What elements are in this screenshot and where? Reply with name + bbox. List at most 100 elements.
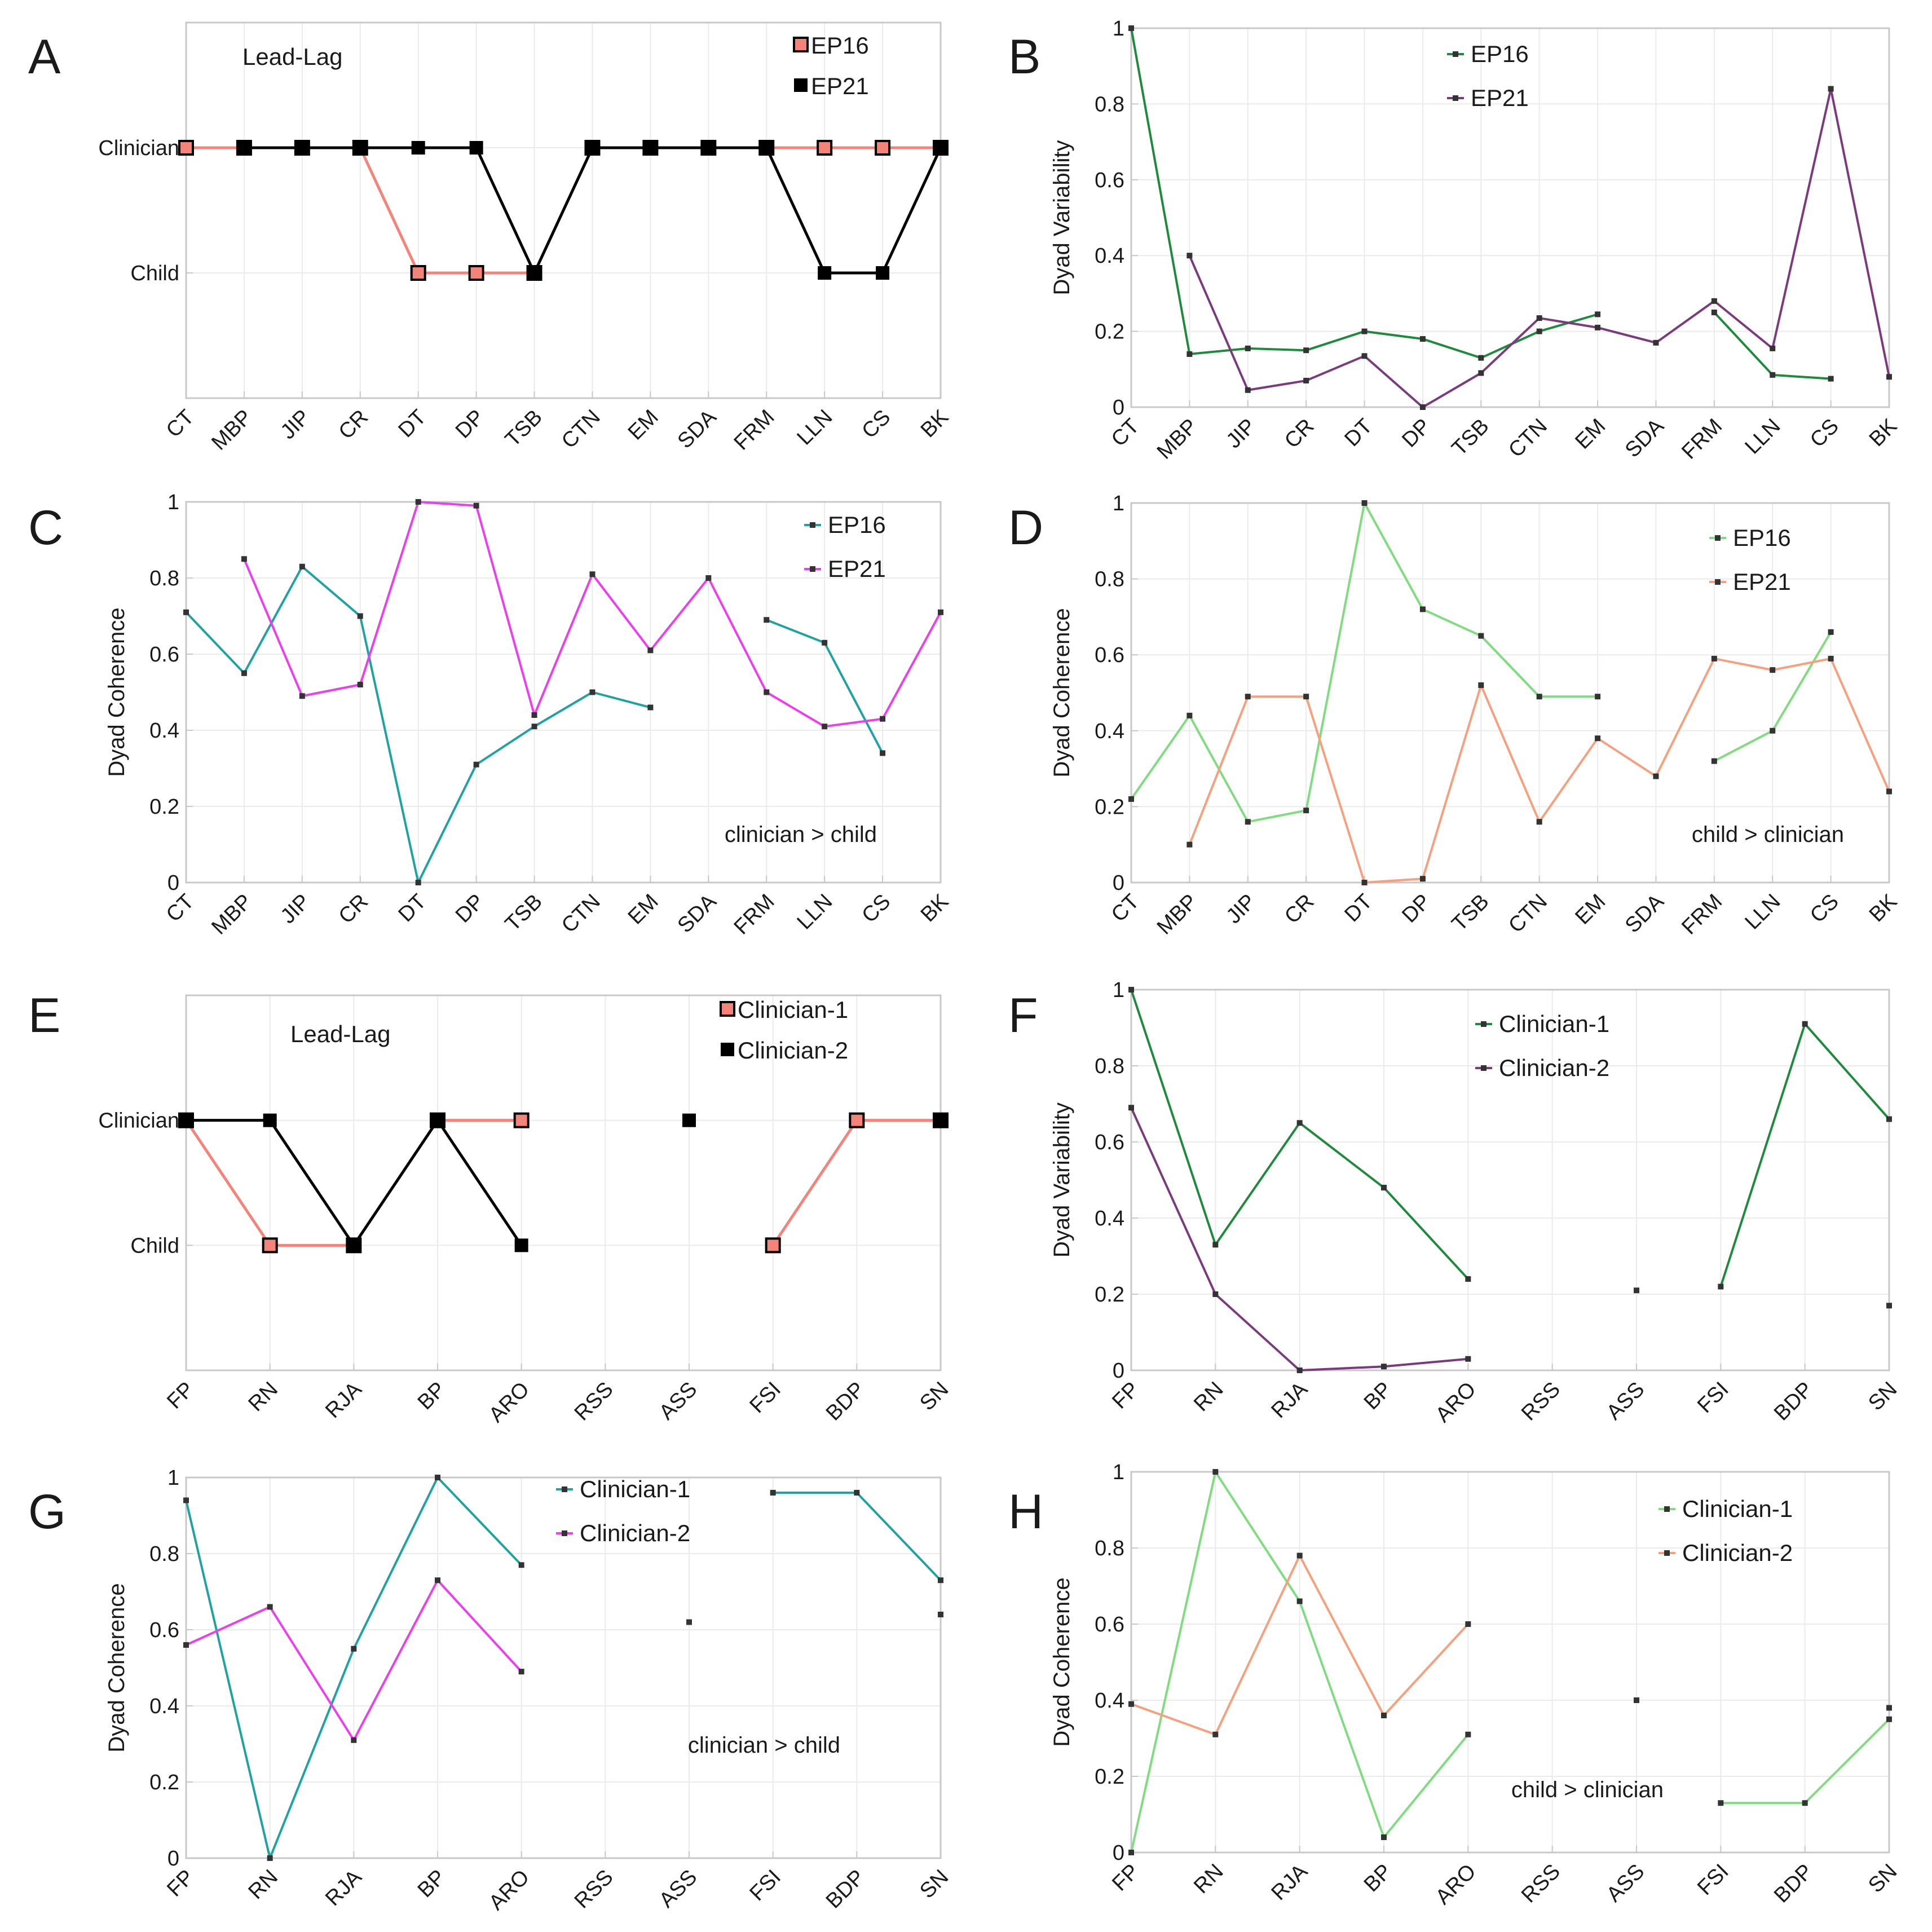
x-tick-label: RSS — [570, 1865, 618, 1913]
x-tick-label: MBP — [207, 405, 257, 455]
x-tick-label: BP — [413, 1378, 451, 1415]
series-segment — [1364, 355, 1424, 408]
x-tick-label: MBP — [1153, 414, 1202, 464]
series-segment — [186, 1605, 271, 1646]
x-tick-label: SN — [915, 1378, 953, 1415]
legend: Clinician-1 Clinician-2 — [720, 996, 848, 1064]
data-point — [585, 141, 599, 155]
series-segment — [1596, 737, 1657, 778]
x-tick-label: CT — [1107, 890, 1144, 927]
data-point — [880, 750, 886, 756]
x-tick-label: BP — [413, 1865, 451, 1903]
x-tick-label: RN — [244, 1865, 283, 1904]
series-segment — [771, 1119, 858, 1246]
x-tick-label: FP — [1108, 1378, 1144, 1414]
legend-marker — [1481, 1065, 1487, 1071]
series-segment — [1804, 1023, 1890, 1120]
plot-frame — [185, 21, 942, 399]
legend: Clinician-1 Clinician-2 — [1658, 1496, 1793, 1566]
series-segment — [1130, 28, 1191, 355]
series-segment — [766, 691, 826, 727]
x-tick-label: ASS — [655, 1865, 702, 1912]
data-point — [1245, 819, 1251, 825]
y-tick-label: 0.8 — [1095, 92, 1124, 116]
data-point — [1802, 1800, 1808, 1806]
x-tick-label: BK — [1865, 890, 1902, 927]
data-point — [410, 265, 426, 281]
x-tick-label: TSB — [501, 405, 547, 452]
y-tick-label: 0 — [167, 871, 179, 895]
data-point — [1381, 1713, 1387, 1718]
data-point — [1465, 1621, 1471, 1627]
legend-label: Clinician-1 — [580, 1476, 690, 1502]
x-tick-label: FSI — [1693, 1860, 1733, 1900]
data-point — [1718, 1800, 1724, 1806]
x-tick-label: LLN — [1741, 414, 1785, 459]
series-segment — [1719, 1024, 1806, 1287]
data-point — [854, 1490, 860, 1496]
y-tick-label: 0.2 — [1095, 320, 1124, 344]
annotation: child > clinician — [1692, 822, 1844, 847]
x-tick-label: FRM — [730, 405, 779, 455]
x-tick-label: FSI — [746, 1865, 786, 1906]
x-tick-label: ASS — [655, 1378, 702, 1424]
series-segment — [591, 574, 651, 651]
data-point — [1381, 1834, 1387, 1840]
series-segment — [1714, 657, 1773, 672]
series-segment — [1771, 89, 1832, 349]
data-point — [1381, 1364, 1387, 1370]
series-segment — [268, 1119, 355, 1246]
data-point — [1886, 788, 1892, 795]
y-tick-label: 0.4 — [1095, 720, 1124, 743]
panel-h: H 0 0.2 0.4 0.6 0.8 1 FP RN RJA BP ARO RSS ASS FSI BDP S… — [1008, 1461, 1902, 1909]
series-ep21 — [241, 499, 943, 730]
legend-marker — [720, 1001, 735, 1017]
data-point — [1634, 1697, 1639, 1703]
series-segment — [436, 1579, 523, 1673]
series-segment — [302, 683, 361, 698]
plot-frame — [185, 994, 942, 1371]
data-point — [1886, 1705, 1892, 1711]
series-segment — [268, 1606, 355, 1741]
series-clinician-1 — [178, 1112, 949, 1254]
legend-marker — [1453, 51, 1458, 57]
y-tick-label: 1 — [167, 491, 179, 514]
x-tick-label: EM — [1571, 414, 1610, 454]
data-point — [262, 1237, 278, 1254]
legend: Clinician-1 Clinician-2 — [556, 1476, 690, 1546]
series-segment — [1131, 1702, 1216, 1736]
x-tick-label: ASS — [1602, 1378, 1649, 1424]
data-point — [702, 141, 716, 155]
data-point — [1186, 351, 1193, 357]
series-segment — [1299, 1122, 1385, 1189]
series-segment — [1247, 379, 1307, 391]
series-segment — [1655, 300, 1715, 344]
legend-marker — [562, 1487, 567, 1492]
x-tick-label: CTN — [557, 405, 605, 453]
x-tick-label: ASS — [1602, 1860, 1649, 1907]
legend-marker — [562, 1530, 567, 1536]
y-axis-label: Dyad Variability — [1049, 1102, 1074, 1258]
legend-label: EP16 — [828, 511, 886, 538]
x-tick-label: ARO — [484, 1865, 534, 1915]
data-point — [1128, 987, 1134, 993]
plot-frame — [1130, 1471, 1890, 1854]
data-point — [435, 1577, 440, 1583]
data-point — [1595, 735, 1601, 742]
data-point — [1128, 1105, 1134, 1111]
data-point — [822, 724, 828, 730]
series-segment — [475, 147, 536, 274]
data-point — [1212, 1291, 1219, 1297]
x-tick-label: CTN — [1504, 414, 1552, 462]
data-point — [1296, 1598, 1303, 1604]
series-segment — [1305, 330, 1365, 352]
data-point — [1536, 328, 1542, 334]
data-point — [468, 265, 484, 281]
data-point — [643, 141, 658, 155]
data-point — [411, 141, 425, 155]
x-tick-label: SN — [1864, 1860, 1902, 1898]
data-point — [934, 1113, 947, 1127]
legend-label: EP21 — [1733, 568, 1791, 595]
data-point — [1361, 880, 1368, 885]
data-point — [267, 1604, 273, 1610]
